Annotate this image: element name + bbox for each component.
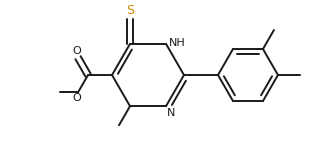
Text: O: O — [73, 93, 81, 103]
Text: S: S — [126, 4, 134, 17]
Text: NH: NH — [169, 38, 186, 48]
Text: N: N — [167, 108, 175, 118]
Text: O: O — [73, 46, 81, 56]
